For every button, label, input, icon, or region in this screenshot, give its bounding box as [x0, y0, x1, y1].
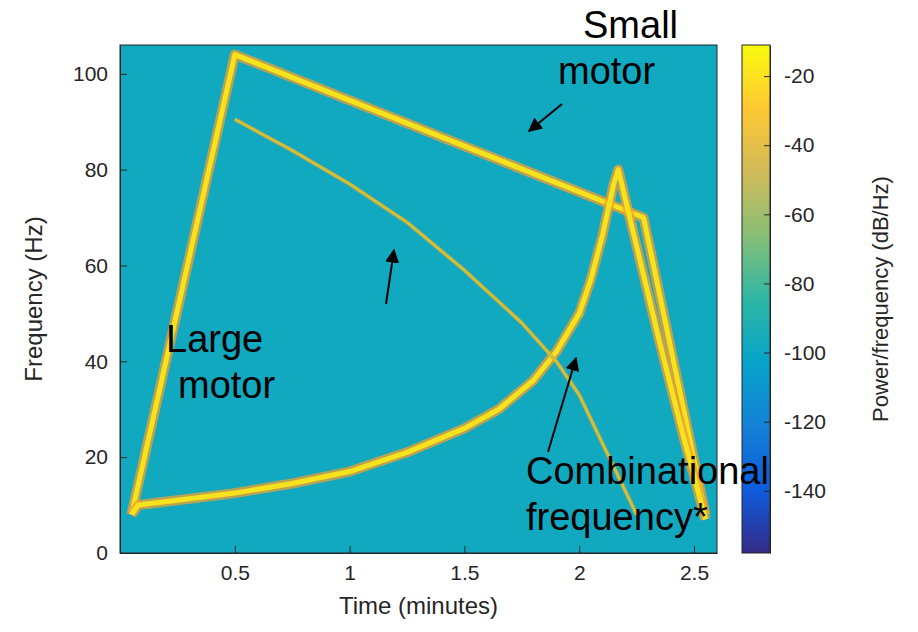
y-axis-tick: 20 — [85, 445, 127, 468]
colorbar-axis-tick-label: -80 — [784, 272, 814, 295]
colorbar-axis-tick-label: -20 — [784, 64, 814, 87]
x-axis-tick-label: 2.5 — [680, 561, 709, 584]
x-axis-tick-mark — [464, 546, 465, 553]
x-axis-tick-label: 1 — [344, 561, 356, 584]
y-axis-tick-mark — [120, 265, 127, 266]
y-axis: 0 20 40 60 80 100 — [73, 46, 127, 565]
series-annotation: Largemotor — [166, 318, 275, 406]
colorbar-axis-tick-mark — [764, 145, 770, 146]
colorbar-axis-tick-label: -120 — [784, 410, 826, 433]
chart-svg: 0.5 1 1.5 2 2.5 0 20 40 60 80 100 Time (minutes) Fre… — [0, 0, 918, 632]
annotation-arrow — [529, 104, 562, 131]
annotation-arrow — [548, 358, 576, 452]
colorbar-axis-tick-mark — [764, 422, 770, 423]
colorbar-axis-tick-label: -60 — [784, 203, 814, 226]
annotation-line: Small — [583, 4, 678, 46]
annotations: SmallmotorLargemotorCombinationalfrequen… — [166, 4, 769, 538]
colorbar-axis-tick: -80 — [764, 272, 814, 295]
y-axis-tick-label: 80 — [85, 158, 108, 181]
colorbar-axis-tick-mark — [764, 76, 770, 77]
y-axis-tick: 60 — [85, 254, 127, 277]
annotation-line: motor — [558, 50, 655, 92]
x-axis-tick: 2 — [574, 546, 586, 584]
y-axis-tick-mark — [120, 74, 127, 75]
x-axis-tick: 1.5 — [450, 546, 479, 584]
colorbar-axis-line — [770, 46, 771, 554]
x-axis: 0.5 1 1.5 2 2.5 — [121, 546, 718, 584]
x-axis-tick-mark — [235, 546, 236, 553]
y-axis-tick-mark — [120, 457, 127, 458]
x-axis-tick-label: 1.5 — [450, 561, 479, 584]
y-axis-tick-label: 20 — [85, 445, 108, 468]
x-axis-tick: 0.5 — [221, 546, 250, 584]
colorbar-axis-tick: -140 — [764, 479, 826, 502]
y-axis-line — [120, 46, 121, 554]
x-axis-tick-mark — [350, 546, 351, 553]
colorbar-axis-tick-label: -140 — [784, 479, 826, 502]
x-axis-line — [121, 553, 718, 554]
colorbar-axis-tick: -40 — [764, 133, 814, 156]
x-axis-tick: 1 — [344, 546, 356, 584]
colorbar-axis: -140 -120 -100 -80 -60 -40 -20 — [764, 46, 826, 554]
colorbar-axis-tick-mark — [764, 283, 770, 284]
y-axis-tick: 100 — [73, 62, 127, 85]
colorbar-axis-tick-label: -100 — [784, 341, 826, 364]
colorbar-title: Power/frequency (dB/Hz) — [868, 176, 893, 422]
x-axis-tick-mark — [579, 546, 580, 553]
x-axis-tick: 2.5 — [680, 546, 709, 584]
y-axis-tick: 0 — [96, 541, 127, 564]
y-axis-tick-mark — [120, 361, 127, 362]
y-axis-tick-label: 100 — [73, 62, 108, 85]
colorbar-axis-tick-label: -40 — [784, 133, 814, 156]
y-axis-tick-label: 60 — [85, 254, 108, 277]
colorbar-axis-tick-mark — [764, 353, 770, 354]
x-axis-tick-label: 0.5 — [221, 561, 250, 584]
annotation-line: Large — [166, 318, 263, 360]
x-axis-tick-label: 2 — [574, 561, 586, 584]
y-axis-tick: 80 — [85, 158, 127, 181]
x-axis-tick-mark — [694, 546, 695, 553]
y-axis-tick-label: 40 — [85, 350, 108, 373]
y-axis-tick-mark — [120, 170, 127, 171]
colorbar-axis-tick: -60 — [764, 203, 814, 226]
x-axis-title: Time (minutes) — [339, 592, 498, 619]
annotation-line: frequency* — [526, 496, 708, 538]
annotation-line: motor — [178, 364, 275, 406]
annotation-line: Combinational — [526, 450, 769, 492]
y-axis-tick-mark — [120, 553, 127, 554]
series-annotation: Combinationalfrequency* — [526, 450, 769, 538]
y-axis-tick: 40 — [85, 350, 127, 373]
colorbar-axis-tick: -100 — [764, 341, 826, 364]
y-axis-tick-label: 0 — [96, 541, 108, 564]
annotation-arrow — [386, 250, 394, 304]
colorbar-axis-tick: -120 — [764, 410, 826, 433]
y-axis-title: Frequency (Hz) — [20, 216, 47, 381]
chart-container: 0.5 1 1.5 2 2.5 0 20 40 60 80 100 Time (minutes) Fre… — [0, 0, 918, 632]
colorbar-axis-tick-mark — [764, 214, 770, 215]
series-annotation: Smallmotor — [558, 4, 678, 92]
colorbar-axis-tick: -20 — [764, 64, 814, 87]
